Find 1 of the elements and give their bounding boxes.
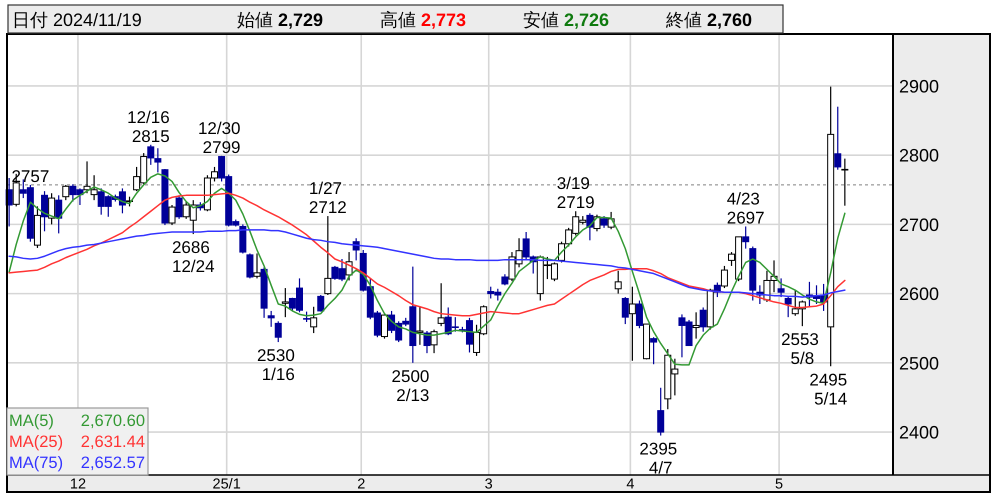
title: 日付 2024/11/19 (12, 10, 142, 30)
